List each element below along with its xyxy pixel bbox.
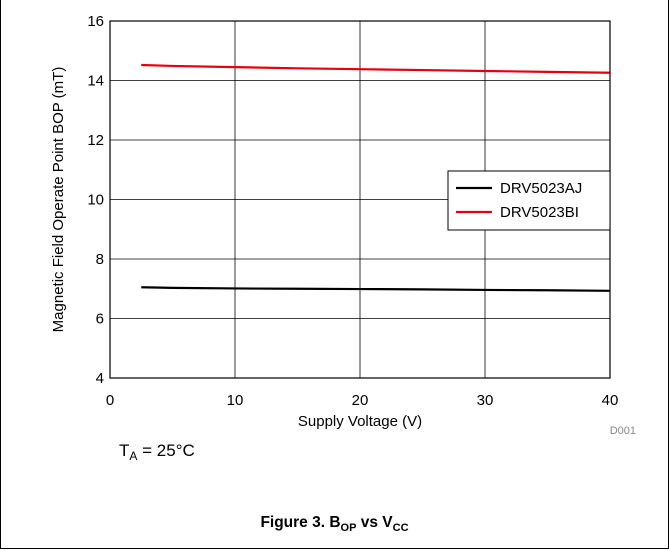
figure-tag: D001	[610, 425, 636, 437]
temperature-note-main: T	[119, 441, 130, 460]
caption-prefix: Figure 3. B	[260, 514, 341, 531]
temperature-note: TA = 25°C	[119, 441, 195, 463]
y-tick-label: 8	[96, 251, 104, 268]
x-tick-label: 40	[602, 392, 619, 409]
series-layer	[141, 63, 611, 292]
temperature-note-sub: A	[129, 449, 138, 463]
y-tick-label: 6	[96, 311, 104, 328]
figure-caption: Figure 3. BOP vs VCC	[0, 514, 669, 534]
series-line-drv5023bi	[141, 63, 611, 74]
x-tick-label: 10	[227, 392, 244, 409]
y-tick-label: 12	[87, 132, 104, 149]
caption-sub-op: OP	[340, 522, 357, 534]
x-tick-label: 30	[477, 392, 494, 409]
x-tick-label: 0	[106, 392, 114, 409]
caption-sub-cc: CC	[392, 522, 409, 534]
legend-box	[447, 170, 611, 231]
x-tick-label: 20	[352, 392, 369, 409]
series-line-drv5023aj	[141, 286, 611, 292]
caption-mid: vs V	[356, 514, 393, 531]
y-axis-label: Magnetic Field Operate Point BOP (mT)	[50, 67, 67, 333]
tick-labels: 0 10 20 30 40 4 6 8 10 12 14 16	[87, 13, 618, 409]
y-tick-label: 10	[87, 192, 104, 209]
legend-label: DRV5023BI	[500, 204, 579, 221]
x-axis-label: Supply Voltage (V)	[298, 413, 422, 430]
y-tick-label: 4	[96, 370, 104, 387]
legend: DRV5023AJ DRV5023BI	[447, 170, 611, 231]
y-tick-label: 16	[87, 13, 104, 30]
temperature-note-rest: = 25°C	[137, 441, 195, 460]
legend-label: DRV5023AJ	[500, 180, 582, 197]
y-tick-label: 14	[87, 73, 104, 90]
